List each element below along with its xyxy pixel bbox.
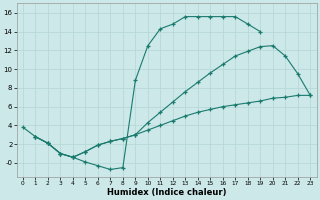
X-axis label: Humidex (Indice chaleur): Humidex (Indice chaleur) — [107, 188, 226, 197]
